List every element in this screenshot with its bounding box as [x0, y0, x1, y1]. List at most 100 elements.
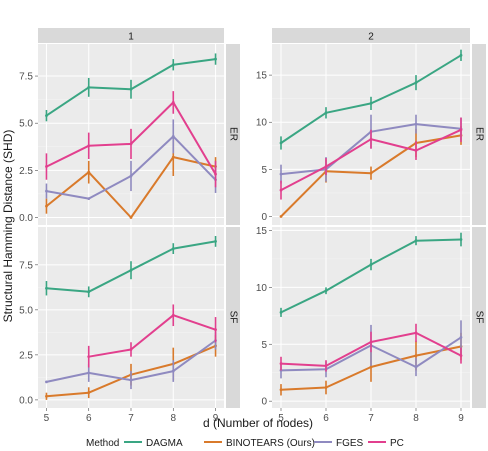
- panel-1-er-series-pc-point: [129, 142, 133, 146]
- panel-2-sf-series-pc-point: [459, 354, 463, 358]
- panel-2-er-series-dagma-point: [369, 101, 373, 105]
- panel-2-er-series-dagma-point: [279, 141, 283, 145]
- panel-1-er-series-fges-point: [45, 189, 48, 193]
- panel-1-er-series-pc-point: [45, 165, 48, 168]
- panel-2-er-series-fges-point: [414, 122, 418, 126]
- panel-2-er-series-pc-point: [459, 128, 463, 132]
- panel-1-sf-xtick-label: 5: [44, 413, 50, 424]
- panel-1-sf-series-dagma-point: [87, 290, 91, 294]
- panel-1-sf-ytick-label: 0.0: [19, 395, 33, 406]
- strip-row-er-right: [472, 44, 486, 225]
- legend-label-dagma: DAGMA: [146, 438, 183, 449]
- panel-1-sf-ytick-label: 5.0: [19, 305, 33, 316]
- panel-2-sf-ytick-label: 0: [261, 397, 267, 408]
- strip-col-1-label: 1: [128, 32, 134, 43]
- panel-2-sf-ytick-label: 15: [256, 226, 268, 237]
- panel-2-sf-series-dagma-point: [324, 289, 328, 293]
- panel-2-er-series-pc: [279, 117, 463, 200]
- panel-2-sf-series-pc-point: [279, 362, 283, 366]
- x-axis-title: d (Number of nodes): [203, 416, 313, 430]
- panel-2-er: 0 5 10 15: [256, 44, 470, 225]
- panel-1-er-series-dagma-point: [87, 85, 91, 89]
- panel-1-sf-series-fges-point: [171, 369, 175, 373]
- panel-1-er-series-fges-point: [171, 134, 175, 138]
- panel-2-sf-ytick-label: 5: [261, 340, 267, 351]
- panel-1-er-series-dagma-point: [171, 63, 175, 67]
- panel-1-er-ytick-label: 5.0: [19, 119, 33, 130]
- panel-1-er: 0.0 2.5 5.0 7.5: [19, 44, 224, 225]
- panel-1-sf-xtick-label: 6: [86, 413, 92, 424]
- panel-2-sf-series-dagma-point: [414, 239, 418, 243]
- panel-2-sf-series-pc-point: [324, 364, 328, 368]
- panel-1-sf-series-pc-point: [87, 355, 91, 359]
- legend-item-fges: FGES: [314, 438, 364, 449]
- strip-col-2: [272, 28, 470, 43]
- panel-2-sf-series-binotears-ours-point: [324, 386, 328, 389]
- panel-1-er-series-dagma: [45, 53, 217, 122]
- panel-1-sf-series-fges-point: [129, 378, 133, 382]
- panel-2-sf-series-fges-point: [414, 365, 418, 369]
- panel-1-er-series-fges-point: [129, 174, 133, 178]
- panel-2-sf-series-pc-point: [414, 331, 418, 335]
- strip-row-er-left: [226, 44, 240, 225]
- strip-row-sf-right-label: SF: [473, 311, 484, 324]
- strip-row-sf-right: [472, 227, 486, 408]
- panel-2-er-series-dagma-point: [324, 111, 328, 115]
- legend-label-binotears: BINOTEARS (Ours): [226, 438, 315, 449]
- panel-2-sf-xtick-label: 7: [368, 413, 374, 424]
- panel-1-er-ytick-label: 2.5: [19, 166, 33, 177]
- panel-2-er-series-pc-point: [414, 149, 418, 152]
- legend-label-fges: FGES: [336, 438, 364, 449]
- panel-2-sf-series-dagma: [279, 232, 463, 317]
- legend-item-dagma: DAGMA: [124, 438, 183, 449]
- panel-1-sf-series-pc-line: [88, 314, 216, 358]
- y-axis-title: Structural Hamming Distance (SHD): [1, 130, 15, 323]
- panel-2-er-ytick-label: 15: [256, 71, 268, 82]
- panel-2-er-series-binotears-ours-point: [369, 171, 373, 175]
- panel-1-sf-series-pc-point: [129, 348, 133, 351]
- panel-1-sf-ytick-label: 7.5: [19, 260, 33, 271]
- panel-2-sf-series-binotears-ours-point: [279, 388, 283, 392]
- panel-2-er-series-dagma: [279, 49, 463, 150]
- legend-label-pc: PC: [390, 438, 404, 449]
- panel-1-er-ytick-label: 7.5: [19, 72, 33, 83]
- panel-1-sf-series-pc-point: [214, 328, 217, 332]
- panel-1-sf-series-pc-point: [171, 313, 175, 317]
- panel-2-sf-series-dagma-point: [459, 238, 463, 241]
- panel-2-sf-xtick-label: 9: [458, 413, 464, 424]
- panel-2-sf-xtick-label: 6: [323, 413, 329, 424]
- panel-1-er-ytick-label: 0.0: [19, 213, 33, 224]
- panel-1-er-series-dagma-point: [129, 87, 133, 91]
- panel-1-sf-xtick-label: 7: [128, 413, 134, 424]
- panel-1-sf: 0.0 2.5 5.0 7.5 5 6 7 8 9: [19, 227, 224, 424]
- panel-1-sf-series-binotears-ours-point: [87, 391, 91, 395]
- panel-2-er-series-dagma-point: [459, 53, 463, 57]
- panel-2-sf-series-fges-point: [459, 336, 463, 339]
- panel-1-sf-ytick-label: 2.5: [19, 350, 33, 361]
- panel-2-er-ytick-label: 5: [261, 165, 267, 176]
- panel-1-sf-series-dagma-point: [214, 240, 217, 243]
- panel-2-sf-xtick-label: 8: [413, 413, 419, 424]
- panel-2-sf-xtick-label: 5: [278, 413, 284, 424]
- panel-1-sf-series-dagma-point: [171, 247, 175, 251]
- panel-2-er-series-dagma-point: [414, 81, 418, 85]
- panel-2-er-ytick-label: 10: [256, 118, 268, 129]
- panel-1-er-series-binotears-ours-point: [45, 204, 48, 208]
- strip-col-2-label: 2: [368, 32, 374, 43]
- strip-row-er-right-label: ER: [473, 127, 484, 141]
- strip-row-er-left-label: ER: [227, 127, 238, 141]
- legend-title: Method: [86, 438, 119, 449]
- panel-2-er-series-pc-point: [324, 165, 328, 168]
- panel-2-sf-series-binotears-ours-point: [369, 365, 373, 369]
- panel-1-er-series-fges-point: [87, 197, 91, 201]
- strip-col-1: [38, 28, 224, 43]
- panel-1-er-series-pc-point: [87, 144, 91, 148]
- panel-2-er-ytick-label: 0: [261, 212, 267, 223]
- panel-1-sf-xtick-label: 9: [213, 413, 219, 424]
- panel-1-sf-series-dagma-point: [129, 268, 133, 272]
- panel-2-er-series-pc-point: [279, 188, 283, 192]
- panel-1-er-series-dagma-point: [45, 114, 48, 118]
